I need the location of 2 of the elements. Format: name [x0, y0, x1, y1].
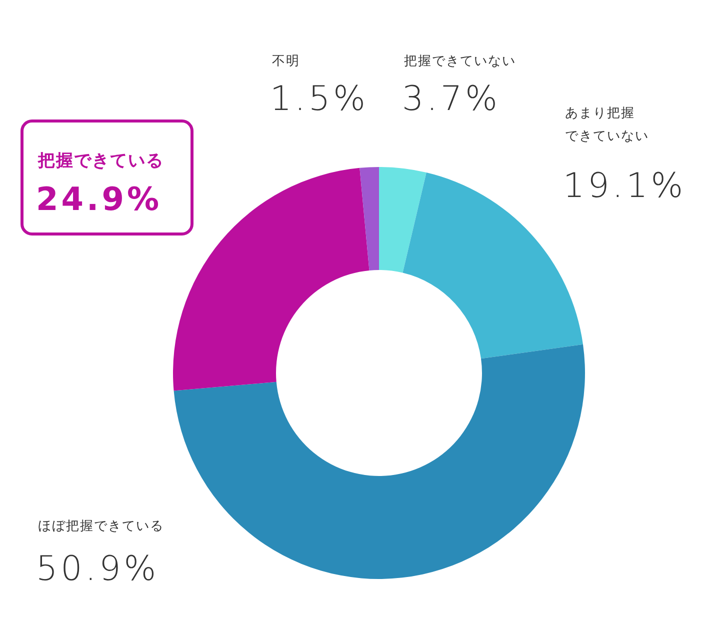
slice-label: 把握できている: [37, 151, 164, 171]
data-label: 24.9%: [36, 180, 162, 218]
